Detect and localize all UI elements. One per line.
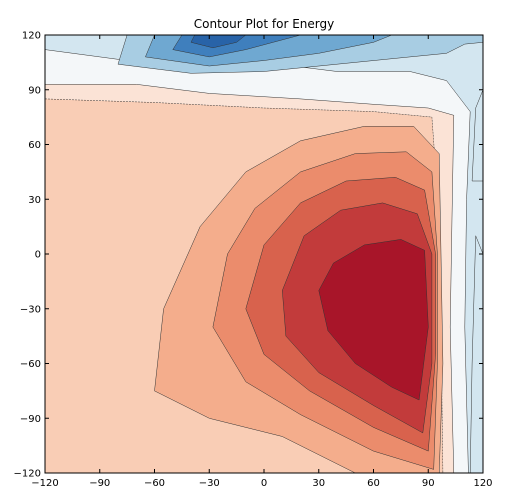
x-tick-label: −120 [31,478,58,489]
x-tick-label: 60 [367,478,380,489]
x-tick-label: 30 [312,478,325,489]
y-tick-label: 30 [28,195,41,206]
x-tick-label: 0 [261,478,267,489]
contour-low-level-5 [190,35,247,49]
y-tick-label: 90 [28,85,41,96]
y-tick-label: −90 [20,414,41,425]
y-tick-label: −60 [20,359,41,370]
x-tick-label: −90 [89,478,110,489]
x-tick-label: 90 [422,478,435,489]
chart-title: Contour Plot for Energy [194,17,334,31]
contour-fills [45,35,483,473]
contour-right-low-0 [469,235,483,473]
y-tick-label: −30 [20,304,41,315]
x-tick-label: −60 [144,478,165,489]
y-tick-label: 120 [22,31,41,42]
contour-right-low-1 [471,89,483,182]
contour-low-level-1 [45,35,483,473]
x-axis: −120 −90 −60 −30 0 30 60 90 120 [31,35,493,489]
x-tick-label: 120 [473,478,492,489]
y-tick-label: −120 [14,469,41,480]
y-tick-label: 60 [28,140,41,151]
y-axis: 120 90 60 30 0 −30 −60 −90 −120 [14,31,483,480]
contour-level-6 [318,239,429,401]
x-tick-label: −30 [199,478,220,489]
y-tick-label: 0 [35,250,41,261]
